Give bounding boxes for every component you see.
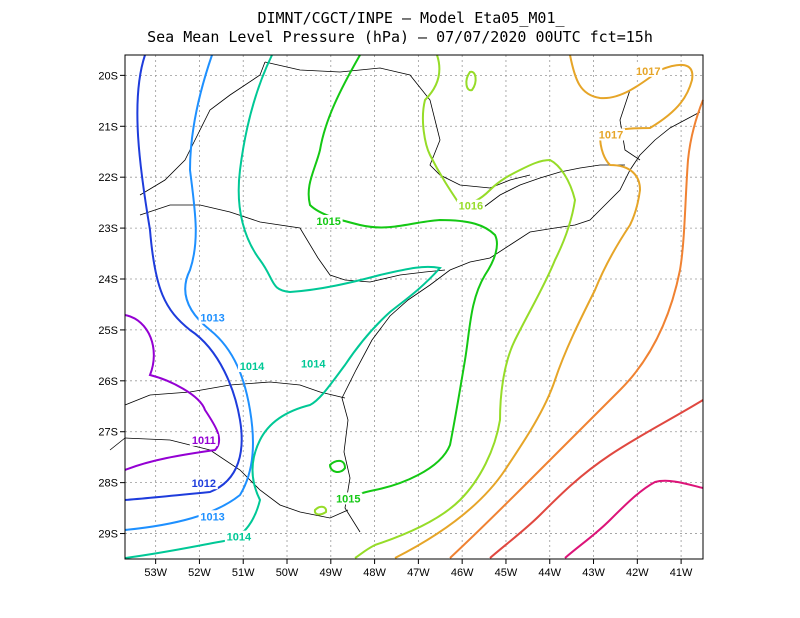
lon-tick-label: 46W [451, 567, 474, 579]
contour-label-bg [314, 215, 343, 227]
contour-label-bg [237, 360, 266, 373]
lat-tick-label: 24S [98, 274, 118, 286]
lat-tick-label: 27S [98, 427, 118, 439]
isobar-1019 [489, 399, 704, 559]
lat-tick-label: 26S [98, 376, 118, 388]
contour-label: 1012 [192, 478, 216, 490]
contour-label: 1013 [200, 511, 224, 523]
lon-tick-label: 45W [495, 567, 518, 579]
lon-tick-label: 44W [538, 567, 561, 579]
lat-tick-label: 28S [98, 478, 118, 490]
contour-label-bg [634, 64, 663, 77]
isobars [124, 54, 704, 559]
contour-label-bg [456, 199, 485, 212]
map-title-line2: Sea Mean Level Pressure (hPa) – 07/07/20… [147, 28, 653, 46]
lon-tick-label: 47W [407, 567, 430, 579]
contour-label: 1014 [227, 532, 252, 544]
map-title-line1: DIMNT/CGCT/INPE – Model Eta05_M01_ [257, 9, 565, 27]
contour-label-bg [597, 128, 626, 141]
isobar-1011 [124, 314, 221, 471]
lat-tick-label: 25S [98, 325, 118, 337]
contour-label: 1017 [636, 66, 660, 78]
contour-label: 1013 [200, 313, 224, 325]
lat-tick-label: 20S [98, 70, 118, 82]
lon-tick-label: 49W [319, 567, 342, 579]
state-border-ms-sp [139, 204, 319, 259]
state-border-mg-rj [479, 164, 625, 211]
contour-label-bg [189, 433, 218, 446]
contour-label-bg [198, 311, 227, 324]
isobar-1015-small [328, 459, 347, 473]
lon-tick-label: 43W [582, 567, 605, 579]
isobar-1013 [124, 54, 254, 531]
lon-tick-label: 52W [188, 567, 211, 579]
lat-tick-label: 21S [98, 121, 118, 133]
axis-ticks: 53W 52W 51W 50W 49W 48W 47W 46W 45W 44W 43W 42W 41W 2… [98, 70, 693, 579]
contour-label-bg [198, 510, 227, 523]
isobar-1020 [564, 479, 704, 559]
contour-label: 1011 [192, 435, 216, 447]
international-border [109, 394, 151, 451]
contour-label-bg [299, 357, 328, 370]
lat-tick-label: 29S [98, 529, 118, 541]
contour-label-bg [334, 492, 363, 505]
state-border-sp-mg [264, 61, 531, 189]
lat-tick-label: 22S [98, 172, 118, 184]
state-border-pr-sp [317, 257, 446, 283]
isobar-1015 [307, 54, 498, 501]
lon-tick-label: 53W [144, 567, 167, 579]
contour-label: 1016 [459, 201, 483, 213]
lon-tick-label: 48W [363, 567, 386, 579]
isobar-1012 [124, 54, 243, 501]
state-border-sc-rs [124, 437, 349, 519]
lon-tick-label: 41W [670, 567, 693, 579]
coastline [341, 111, 701, 533]
state-border-go-ms [139, 61, 266, 196]
isobar-1016-small2 [313, 505, 328, 516]
isobar-1016 [354, 54, 577, 559]
map-frame [124, 54, 704, 560]
contour-label: 1015 [336, 493, 360, 505]
isobar-1017 [394, 54, 694, 559]
isobar-1016-small [465, 70, 477, 92]
contour-label-bg [189, 477, 218, 490]
lat-tick-label: 23S [98, 223, 118, 235]
lon-tick-label: 51W [232, 567, 255, 579]
isobar-1018 [449, 99, 704, 559]
lon-tick-label: 42W [626, 567, 649, 579]
contour-label-bg [224, 530, 253, 543]
lon-tick-label: 50W [276, 567, 299, 579]
contour-label: 1015 [316, 216, 340, 228]
contour-label: 1017 [599, 129, 623, 141]
isobar-1014 [124, 54, 442, 559]
contour-label: 1014 [240, 361, 265, 373]
contour-label: 1014 [301, 359, 326, 371]
